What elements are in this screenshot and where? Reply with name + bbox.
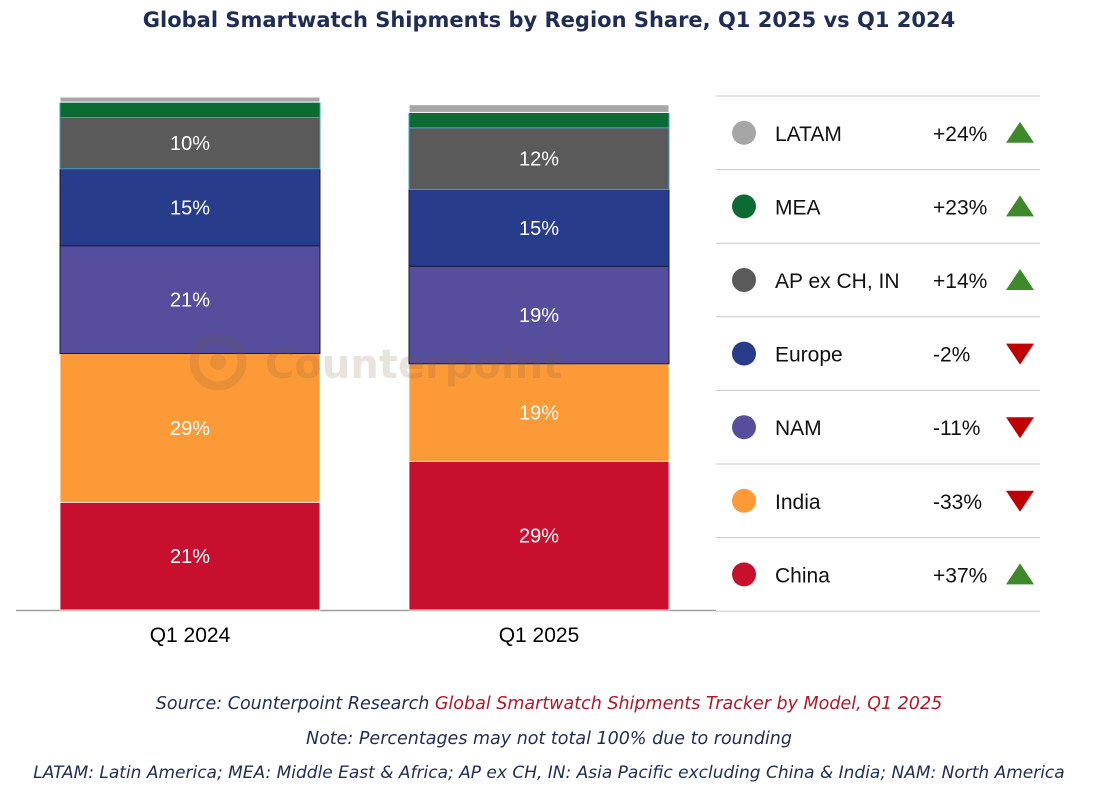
triangle-down-icon: [1006, 343, 1034, 365]
legend-item-latam: LATAM +24%: [732, 120, 1034, 146]
triangle-down-icon: [1006, 490, 1034, 512]
legend-change: +23%: [933, 196, 987, 219]
source-line: Source: Counterpoint Research Global Sma…: [0, 694, 1098, 714]
legend-item-ap-ex-ch-in: AP ex CH, IN +14%: [732, 268, 1034, 293]
legend-label: Europe: [775, 344, 843, 367]
legend-label: AP ex CH, IN: [775, 270, 899, 293]
data-label: 29%: [519, 526, 559, 548]
legend-item-europe: Europe -2%: [732, 341, 1034, 367]
legend: LATAM +24% MEA +23% AP ex CH, IN +14% Europe -2…: [716, 95, 1040, 612]
legend-label: India: [775, 491, 821, 514]
bar-segment-ap-ex-ch-in-q1-2024: [59, 117, 321, 170]
data-label: 12%: [519, 149, 559, 171]
legend-change: +37%: [933, 564, 987, 587]
legend-label: China: [775, 564, 830, 587]
bar-segment-nam-q1-2024: [59, 245, 321, 354]
triangle-up-icon: [1006, 563, 1034, 585]
legend-change: +24%: [933, 123, 987, 146]
bar-segment-europe-q1-2024: [59, 168, 321, 247]
data-label: 19%: [519, 403, 559, 425]
x-tick-label: Q1 2025: [499, 624, 580, 647]
bar-segment-latam-q1-2025: [408, 104, 670, 113]
triangle-up-icon: [1006, 269, 1034, 290]
chart-title: Global Smartwatch Shipments by Region Sh…: [142, 8, 956, 32]
legend-item-china: China +37%: [732, 562, 1034, 587]
legend-change: -11%: [933, 417, 980, 440]
legend-swatch: [732, 488, 756, 513]
legend-item-nam: NAM -11%: [732, 415, 1034, 440]
chart: 21% 29% 21% 15% 10% Q1 2024 29% 19% 19% 15% 12% Q1 …: [16, 95, 1040, 647]
legend-item-india: India -33%: [732, 488, 1034, 514]
legend-swatch: [732, 341, 756, 366]
bar-segment-china-q1-2025: [408, 460, 670, 611]
bar-segment-india-q1-2025: [408, 363, 670, 462]
watermark-text: Counterpoint: [265, 342, 562, 388]
legend-swatch: [732, 268, 756, 292]
bars-group: 21% 29% 21% 15% 10% Q1 2024 29% 19% 19% 15% 12% Q1 …: [16, 96, 716, 647]
legend-swatch: [732, 415, 756, 440]
bar-segment-mea-q1-2024: [59, 101, 321, 118]
legend-swatch: [732, 120, 756, 145]
data-label: 10%: [170, 133, 210, 155]
source-prefix: Source: Counterpoint Research: [155, 694, 435, 714]
watermark: Counterpoint: [189, 333, 562, 391]
legend-swatch: [732, 194, 756, 219]
data-label: 15%: [170, 197, 210, 219]
bar-segment-china-q1-2024: [59, 501, 321, 611]
data-label: 21%: [170, 546, 210, 568]
bar-segment-mea-q1-2025: [408, 111, 670, 129]
bar-segment-latam-q1-2024: [59, 96, 321, 103]
triangle-down-icon: [1006, 417, 1034, 439]
bar-segment-nam-q1-2025: [408, 265, 670, 365]
bar-segment-europe-q1-2025: [408, 188, 670, 267]
triangle-up-icon: [1006, 121, 1034, 143]
legend-change: -33%: [933, 491, 982, 514]
data-label: 29%: [170, 418, 210, 440]
legend-item-mea: MEA +23%: [732, 194, 1034, 219]
abbreviations-line: LATAM: Latin America; MEA: Middle East &…: [33, 763, 1065, 783]
x-tick-label: Q1 2024: [150, 624, 231, 647]
legend-label: NAM: [775, 417, 822, 440]
data-label: 19%: [519, 305, 559, 327]
data-label: 15%: [519, 218, 559, 240]
legend-change: +14%: [933, 270, 987, 293]
legend-label: LATAM: [775, 123, 842, 146]
triangle-up-icon: [1006, 195, 1034, 217]
legend-swatch: [732, 562, 756, 587]
source-title-link[interactable]: Global Smartwatch Shipments Tracker by M…: [434, 694, 943, 714]
data-label: 21%: [170, 290, 210, 312]
note-line: Note: Percentages may not total 100% due…: [305, 729, 793, 749]
legend-change: -2%: [933, 344, 970, 367]
legend-label: MEA: [775, 196, 821, 219]
